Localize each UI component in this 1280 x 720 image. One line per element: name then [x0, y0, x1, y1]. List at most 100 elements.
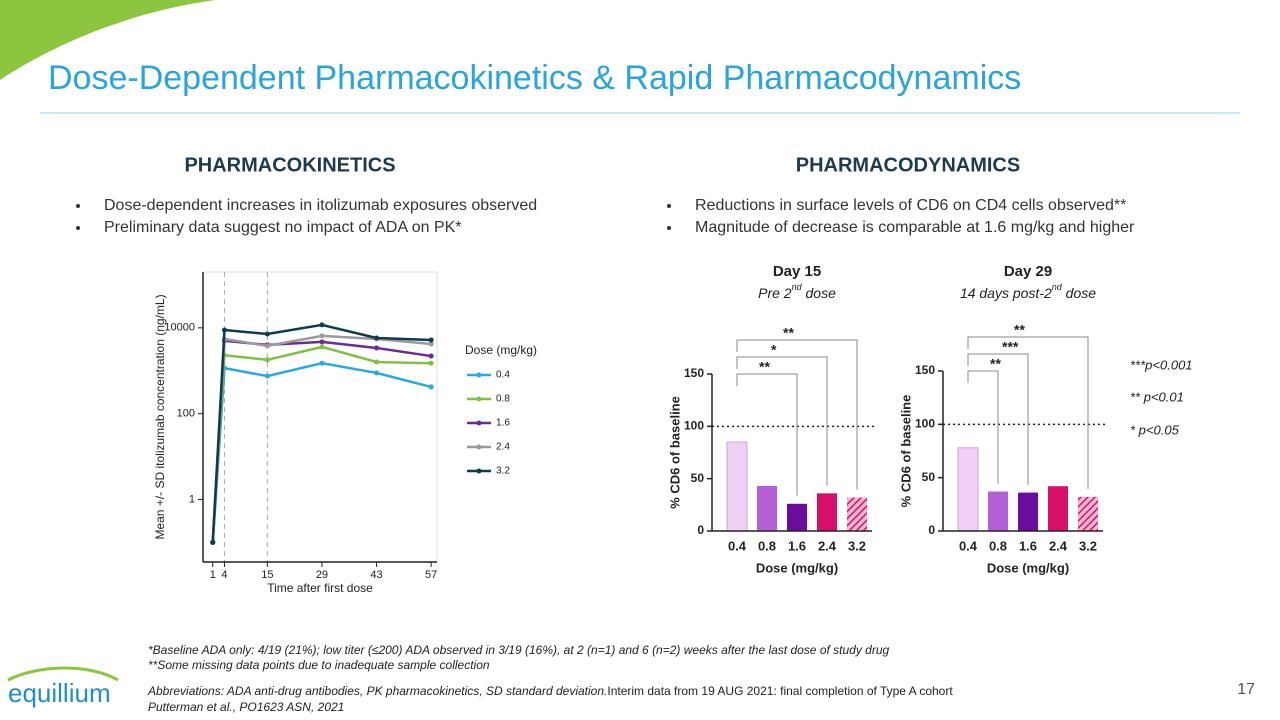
y-tick-label: 0: [697, 523, 704, 537]
logo-arc: [7, 666, 119, 682]
x-tick-label: 1: [210, 569, 216, 581]
x-axis-label: Time after first dose: [267, 581, 373, 595]
significance-label: **: [990, 356, 1001, 372]
x-tick-label: 2.4: [818, 538, 837, 553]
section-heading: PHARMACOKINETICS: [184, 154, 395, 176]
x-tick-label: 57: [425, 569, 437, 581]
reference: Putterman et al., PO1623 ASN, 2021: [148, 700, 344, 714]
legend-title: Dose (mg/kg): [465, 343, 537, 357]
bar: [847, 497, 867, 531]
data-point: [319, 339, 325, 345]
series-line: [211, 323, 432, 543]
data-point: [264, 343, 270, 349]
bar: [988, 491, 1008, 531]
legend-marker: [476, 372, 482, 378]
bullet-text: Magnitude of decrease is comparable at 1…: [695, 219, 1135, 236]
legend-label: 3.2: [496, 466, 510, 477]
y-tick-label: 1: [189, 493, 195, 505]
y-tick-label: 50: [691, 471, 705, 485]
significance-label: **: [759, 359, 770, 375]
x-tick-label: 2.4: [1049, 538, 1068, 553]
significance-bracket: [736, 356, 828, 486]
x-axis-label: Dose (mg/kg): [987, 560, 1069, 575]
legend-label: 2.4: [496, 442, 510, 453]
bar: [957, 447, 979, 532]
y-tick-label: 0: [928, 523, 935, 537]
bar: [1048, 486, 1068, 531]
legend-label: 0.4: [496, 370, 510, 381]
x-tick-label: 3.2: [1079, 538, 1097, 553]
y-axis-label: % CD6 of baseline: [667, 396, 682, 509]
significance-label: *: [771, 342, 777, 358]
bar: [787, 503, 807, 531]
series-line: [211, 334, 432, 543]
x-tick-label: 1.6: [788, 538, 806, 553]
data-point: [428, 353, 434, 359]
bar: [757, 485, 777, 531]
subtitle-part: Pre 2: [758, 285, 792, 301]
footnote: *Baseline ADA only: 4/19 (21%); low tite…: [148, 643, 890, 657]
y-axis-label: Mean +/- SD itolizumab concentration (ng…: [153, 294, 167, 539]
data-point: [264, 373, 270, 379]
legend-label: 1.6: [496, 418, 510, 429]
x-tick-label: 0.4: [959, 538, 978, 553]
significance-bracket: [736, 339, 858, 490]
logo: equillium: [8, 678, 111, 708]
data-point: [428, 384, 434, 390]
subtitle-part: dose: [802, 285, 836, 301]
x-tick-label: 0.4: [728, 538, 747, 553]
y-axis-label: % CD6 of baseline: [898, 395, 913, 508]
y-tick-label: 150: [915, 363, 935, 377]
x-tick-label: 0.8: [758, 538, 776, 553]
x-tick-label: 43: [370, 569, 382, 581]
significance-bracket: [967, 336, 1089, 489]
x-tick-label: 4: [221, 569, 227, 581]
y-tick-label: 150: [684, 366, 704, 380]
footnote: **Some missing data points due to inadeq…: [148, 658, 490, 672]
data-point: [319, 322, 325, 328]
significance-note: * p<0.05: [1130, 422, 1180, 437]
data-point: [374, 345, 380, 351]
data-point: [319, 333, 325, 339]
data-point: [264, 331, 270, 337]
legend-marker: [476, 468, 482, 474]
subtitle-part: nd: [1052, 282, 1063, 292]
subtitle-part: dose: [1062, 285, 1096, 301]
data-point: [221, 327, 227, 333]
x-tick-label: 3.2: [848, 538, 866, 553]
data-point: [428, 341, 434, 347]
significance-label: ***: [1002, 339, 1019, 355]
interim-note: Interim data from 19 AUG 2021: final com…: [607, 684, 953, 698]
bar: [1078, 496, 1098, 531]
abbreviations: Abbreviations: ADA anti-drug antibodies,…: [147, 684, 607, 698]
chart-subtitle: Pre 2nd dose: [758, 282, 836, 300]
data-point: [264, 357, 270, 363]
bar: [726, 441, 748, 532]
bullet-text: Dose-dependent increases in itolizumab e…: [104, 197, 537, 214]
chart-title: Day 29: [1004, 263, 1052, 280]
decor-swoosh: [0, 0, 215, 80]
significance-note: ***p<0.001: [1130, 357, 1193, 372]
page-number: 17: [1237, 681, 1255, 698]
x-tick-label: 1.6: [1019, 538, 1037, 553]
data-point: [319, 344, 325, 350]
section-heading: PHARMACODYNAMICS: [796, 154, 1020, 176]
x-tick-label: 15: [261, 569, 273, 581]
chart-title: Day 15: [773, 263, 821, 280]
legend-marker: [476, 396, 482, 402]
y-tick-label: 10000: [164, 322, 195, 334]
data-point: [319, 360, 325, 366]
legend-label: 0.8: [496, 394, 510, 405]
y-tick-label: 100: [177, 408, 195, 420]
x-axis-label: Dose (mg/kg): [756, 560, 838, 575]
significance-label: **: [783, 325, 794, 341]
y-tick-label: 100: [684, 419, 704, 433]
footnote: Abbreviations: ADA anti-drug antibodies,…: [147, 684, 953, 698]
significance-note: ** p<0.01: [1130, 389, 1184, 404]
legend-marker: [476, 420, 482, 426]
chart-subtitle: 14 days post-2nd dose: [960, 282, 1096, 300]
bar: [1018, 492, 1038, 531]
